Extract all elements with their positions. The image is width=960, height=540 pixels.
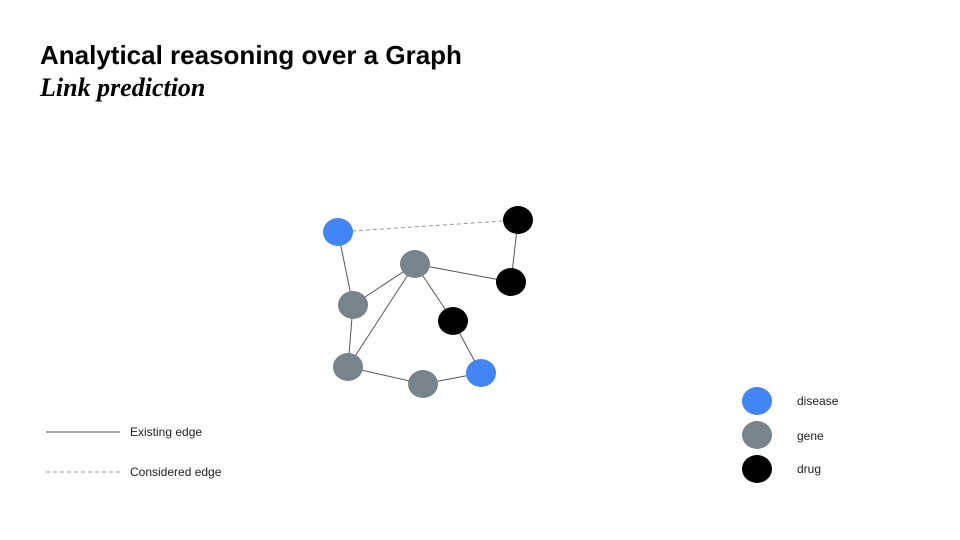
- slide-subtitle: Link prediction: [40, 73, 206, 102]
- drug-node-n6: [438, 307, 468, 335]
- considered-edge-legend-label: Considered edge: [130, 465, 222, 479]
- slide-title: Analytical reasoning over a Graph: [40, 40, 462, 70]
- disease-node-n9: [466, 359, 496, 387]
- existing-edge-n3-n7: [347, 263, 416, 368]
- considered-edge-n1-n2: [337, 219, 519, 233]
- edge-legend: Existing edge Considered edge: [46, 425, 222, 479]
- gene-node-n7: [333, 353, 363, 381]
- disease-node-n1: [323, 218, 353, 246]
- gene-node-n3: [400, 250, 430, 278]
- gene-node-n5: [338, 291, 368, 319]
- drug-node-n2: [503, 206, 533, 234]
- node-legend: disease gene drug: [742, 387, 839, 483]
- drug-legend-swatch: [742, 455, 772, 483]
- drug-node-n4: [496, 268, 526, 296]
- nodes-layer: [323, 206, 533, 398]
- drug-legend-label: drug: [797, 462, 821, 476]
- gene-node-n8: [408, 370, 438, 398]
- disease-legend-swatch: [742, 387, 772, 415]
- gene-legend-label: gene: [797, 429, 824, 443]
- existing-edge-legend-label: Existing edge: [130, 425, 202, 439]
- disease-legend-label: disease: [797, 394, 839, 408]
- gene-legend-swatch: [742, 421, 772, 449]
- existing-edge-n3-n4: [414, 263, 512, 283]
